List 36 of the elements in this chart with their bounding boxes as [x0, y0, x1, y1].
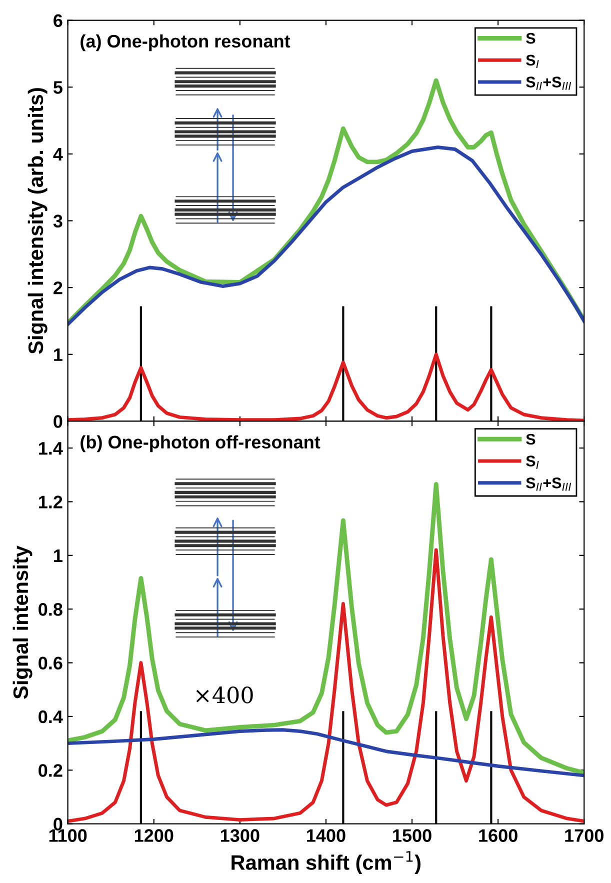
- legend-label: S: [526, 434, 536, 445]
- legend-label: S$_{II}$+S$_{III}$: [526, 478, 572, 491]
- x-tick-label: 1200: [134, 829, 174, 842]
- legend-label: S$_{I}$: [526, 54, 539, 68]
- line-series: [68, 728, 584, 778]
- y-tick-label: 1.4: [39, 442, 63, 455]
- y-axis-title: Signal intensity (arb. units): [28, 88, 48, 354]
- y-tick-label: 2: [54, 282, 62, 294]
- text: (a) One-photon resonant: [80, 34, 290, 52]
- y-tick-label: 0.6: [38, 656, 62, 670]
- y-tick-label: 0: [54, 818, 62, 831]
- y-tick-label: 5: [53, 81, 62, 94]
- x-tick-label: 1600: [479, 829, 518, 842]
- x-tick-label: 1700: [565, 829, 604, 842]
- y-axis-title: Signal intensity: [12, 546, 32, 699]
- y-tick-label: 1.2: [39, 496, 62, 508]
- x-tick-label: 1500: [393, 829, 432, 842]
- legend-label: S$_{II}$+S$_{III}$: [526, 76, 572, 90]
- y-tick-label: 3: [53, 214, 62, 228]
- y-tick-label: 0.2: [38, 764, 62, 777]
- x-tick-label: 1300: [220, 829, 260, 842]
- line-series: [68, 146, 584, 326]
- text: (b) One-photon off-resonant: [80, 435, 320, 452]
- y-tick-label: 4: [53, 148, 63, 160]
- y-tick-label: 0: [54, 415, 62, 428]
- y-tick-label: 0.8: [38, 603, 62, 616]
- x-tick-label: 1400: [307, 829, 346, 842]
- x-axis-title: Raman shift (cm$^{−1}$): [232, 851, 420, 874]
- y-tick-label: 1: [54, 348, 62, 361]
- y-tick-label: 0.4: [38, 710, 63, 724]
- legend-label: S$_{I}$: [526, 456, 539, 469]
- x-tick-label: 1100: [49, 829, 87, 842]
- y-tick-label: 1: [54, 550, 62, 562]
- legend-label: S: [526, 32, 536, 44]
- annotation: ×400: [196, 686, 253, 704]
- y-tick-label: 6: [54, 14, 62, 28]
